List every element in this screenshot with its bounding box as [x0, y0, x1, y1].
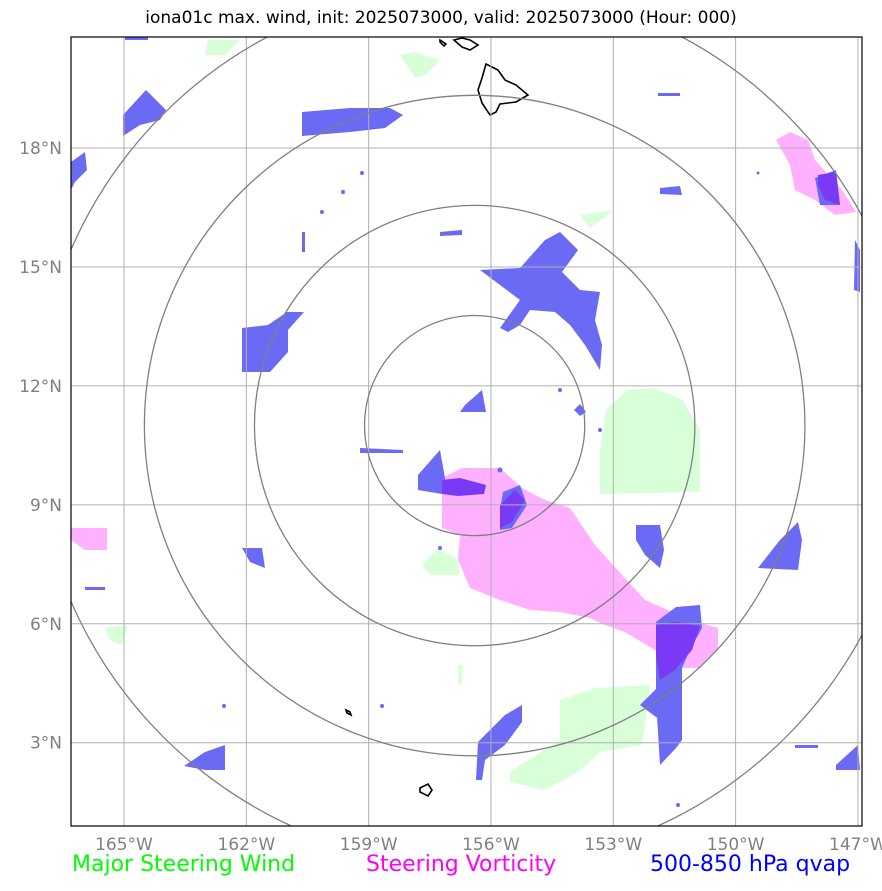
y-tick-label: 12°N	[19, 377, 62, 397]
qvap-fields	[71, 37, 860, 807]
y-tick-label: 18°N	[19, 139, 62, 159]
x-axis-ticks: 165°W 162°W 159°W 156°W 153°W 150°W 147°W	[95, 835, 882, 855]
legend-steering-wind: Major Steering Wind	[72, 852, 296, 877]
x-tick-label: 147°W	[829, 835, 882, 855]
y-axis-ticks: 3°N 6°N 9°N 12°N 15°N 18°N	[19, 139, 62, 754]
range-rings	[71, 37, 862, 826]
x-tick-label: 165°W	[95, 835, 153, 855]
x-tick-label: 156°W	[462, 835, 520, 855]
y-tick-label: 3°N	[30, 734, 62, 754]
legend-qvap: 500-850 hPa qvap	[650, 852, 851, 877]
y-tick-label: 15°N	[19, 258, 62, 278]
x-tick-label: 162°W	[217, 835, 275, 855]
range-ring	[363, 314, 586, 537]
plot-frame	[70, 36, 863, 827]
gridlines	[71, 37, 862, 826]
range-ring	[143, 94, 806, 757]
x-tick-label: 153°W	[584, 835, 642, 855]
x-tick-label: 150°W	[707, 835, 765, 855]
coastlines	[344, 37, 530, 798]
y-tick-label: 6°N	[30, 615, 62, 635]
map-fields	[71, 37, 862, 826]
range-ring	[253, 204, 696, 647]
x-tick-label: 159°W	[340, 835, 398, 855]
range-ring	[71, 37, 862, 826]
steering-wind-fields	[105, 40, 700, 790]
steering-vorticity-fields	[71, 132, 856, 668]
chart-title: iona01c max. wind, init: 2025073000, val…	[145, 8, 737, 28]
legend-steering-vorticity: Steering Vorticity	[366, 852, 557, 877]
y-tick-label: 9°N	[30, 496, 62, 516]
qvap-vorticity-overlap	[442, 172, 840, 680]
